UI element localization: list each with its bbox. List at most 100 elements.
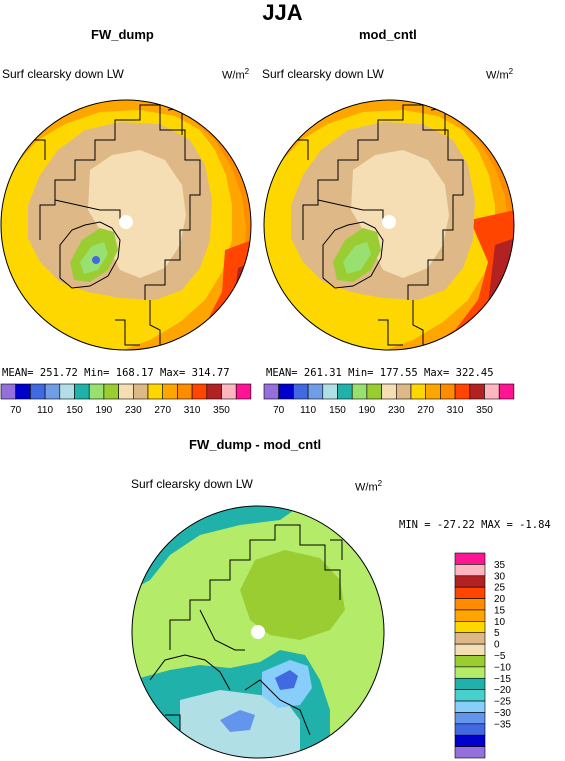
colorbar-3-swatch xyxy=(454,666,486,679)
colorbar-3-swatch xyxy=(454,746,486,759)
colorbar-3-swatch xyxy=(454,655,486,668)
colorbar-3-swatch xyxy=(454,700,486,713)
colorbar-2-swatch xyxy=(293,383,309,400)
colorbar-2-tick-label: 70 xyxy=(273,405,285,416)
colorbar-1-swatch xyxy=(103,383,119,400)
colorbar-3-swatch xyxy=(454,575,486,588)
colorbar-1-tick-label: 310 xyxy=(184,405,201,416)
colorbar-2-swatch xyxy=(484,383,500,400)
panel-1-subtitle: Surf clearsky down LW xyxy=(2,67,124,81)
colorbar-2-swatch xyxy=(498,383,515,400)
colorbar-2-tick-label: 230 xyxy=(388,405,405,416)
colorbar-3-swatch xyxy=(454,723,486,736)
colorbar-1-swatch xyxy=(30,383,46,400)
colorbar-1-swatch xyxy=(133,383,149,400)
colorbar-2-swatch xyxy=(278,383,294,400)
colorbar-1-swatch xyxy=(88,383,105,400)
colorbar-1-tick-label: 150 xyxy=(66,405,83,416)
colorbar-2-tick-label: 190 xyxy=(359,405,376,416)
colorbar-2-swatch xyxy=(454,383,471,400)
colorbar-3-tick-label: 30 xyxy=(494,571,506,582)
panel-1-title: FW_dump xyxy=(91,27,154,42)
colorbar-1-swatch xyxy=(147,383,163,400)
colorbar-3-swatch xyxy=(454,598,486,611)
colorbar-3-swatch xyxy=(454,734,486,747)
colorbar-2-swatch xyxy=(337,383,353,400)
colorbar-3-swatch xyxy=(454,586,486,599)
panel-2-unit: W/m2 xyxy=(486,67,514,82)
colorbar-2-tick-label: 110 xyxy=(300,405,316,416)
colorbar-1-swatch xyxy=(118,383,134,400)
colorbar-fw-dump: 70 110 150 190 230 270 310 350 xyxy=(0,383,252,416)
map-mod-cntl xyxy=(264,100,514,350)
colorbar-3-tick-label: 15 xyxy=(494,605,506,616)
colorbar-1-swatch xyxy=(74,383,90,400)
colorbar-2-swatch xyxy=(366,383,382,400)
panel-3-subtitle: Surf clearsky down LW xyxy=(131,477,253,491)
colorbar-1-swatch xyxy=(206,383,222,400)
colorbar-2-swatch xyxy=(410,383,426,400)
colorbar-3-swatch xyxy=(454,712,486,725)
colorbar-3-tick-label: 35 xyxy=(494,560,506,571)
colorbar-3-tick-label: −15 xyxy=(494,674,511,685)
colorbar-3-tick-label: −35 xyxy=(494,719,511,730)
colorbar-3-tick-label: −25 xyxy=(494,697,511,708)
colorbar-1-swatch xyxy=(177,383,193,400)
colorbar-3-tick-label: −30 xyxy=(494,708,511,719)
colorbar-2-swatch xyxy=(351,383,368,400)
panel-1-unit: W/m2 xyxy=(222,67,250,82)
map-difference xyxy=(132,506,384,758)
colorbar-3-swatch xyxy=(454,564,486,577)
colorbar-1-tick-label: 110 xyxy=(37,405,53,416)
colorbar-2-swatch xyxy=(469,383,485,400)
page-title: JJA xyxy=(262,0,303,25)
colorbar-1-swatch xyxy=(235,383,252,400)
colorbar-1-tick-label: 230 xyxy=(125,405,142,416)
colorbar-2-swatch xyxy=(440,383,456,400)
colorbar-3-tick-label: −20 xyxy=(494,685,511,696)
colorbar-3-tick-label: −5 xyxy=(494,651,506,662)
colorbar-3-tick-label: 25 xyxy=(494,583,506,594)
panel-3-stats: MIN = -27.22 MAX = -1.84 xyxy=(399,519,551,531)
colorbar-1-swatch xyxy=(44,383,61,400)
colorbar-1-swatch xyxy=(221,383,237,400)
colorbar-3-tick-label: 5 xyxy=(494,628,500,639)
colorbar-3-swatch xyxy=(454,609,486,622)
colorbar-3-tick-label: 10 xyxy=(494,617,506,628)
colorbar-2-swatch xyxy=(395,383,412,400)
colorbar-3-swatch xyxy=(454,689,486,702)
colorbar-1-swatch xyxy=(191,383,208,400)
colorbar-2-tick-label: 350 xyxy=(476,405,493,416)
panel-1-stats: MEAN= 251.72 Min= 168.17 Max= 314.77 xyxy=(2,367,230,379)
colorbar-2-swatch xyxy=(425,383,441,400)
colorbar-3-swatch xyxy=(454,632,486,645)
colorbar-3-tick-label: −10 xyxy=(494,662,511,673)
panel-3-title: FW_dump - mod_cntl xyxy=(189,437,322,452)
colorbar-3-tick-label: 0 xyxy=(494,640,500,651)
panel-2-stats: MEAN= 261.31 Min= 177.55 Max= 322.45 xyxy=(266,367,494,379)
colorbar-1-swatch xyxy=(162,383,178,400)
colorbar-1-swatch xyxy=(15,383,31,400)
colorbar-2-tick-label: 150 xyxy=(329,405,346,416)
panel-2-subtitle: Surf clearsky down LW xyxy=(262,67,384,81)
colorbar-3-swatch xyxy=(454,621,486,634)
colorbar-1-tick-label: 270 xyxy=(154,405,171,416)
colorbar-3-swatch xyxy=(454,552,486,565)
panel-3-unit: W/m2 xyxy=(355,479,383,494)
colorbar-2-swatch xyxy=(263,383,279,400)
colorbar-mod-cntl: 70 110 150 190 230 270 310 350 xyxy=(263,383,515,416)
colorbar-3-swatch xyxy=(454,677,486,690)
colorbar-1-tick-label: 190 xyxy=(96,405,113,416)
colorbar-3-tick-label: 20 xyxy=(494,594,506,605)
colorbar-1-swatch xyxy=(59,383,75,400)
colorbar-2-swatch xyxy=(381,383,397,400)
colorbar-2-tick-label: 270 xyxy=(417,405,434,416)
colorbar-1-tick-label: 70 xyxy=(10,405,22,416)
colorbar-1-tick-label: 350 xyxy=(213,405,230,416)
panel-2-title: mod_cntl xyxy=(359,27,417,42)
colorbar-3-swatch xyxy=(454,643,486,656)
colorbar-1-swatch xyxy=(0,383,16,400)
colorbar-2-swatch xyxy=(307,383,324,400)
colorbar-2-tick-label: 310 xyxy=(447,405,464,416)
